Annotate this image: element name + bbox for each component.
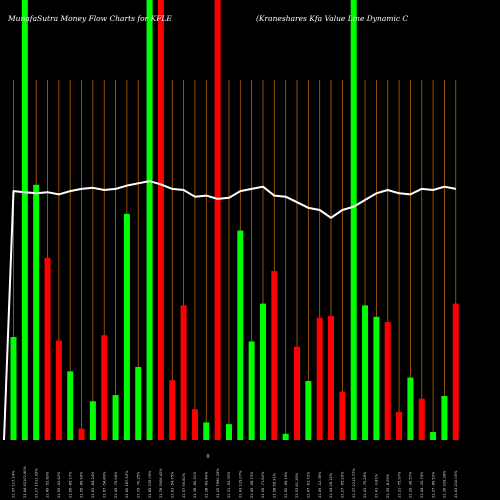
x-tick-label: 21.31 -75.97% (397, 471, 401, 498)
x-tick-label: 21.76 3906.42% (159, 468, 163, 498)
volume-bar (294, 346, 300, 440)
price-line (3, 180, 456, 441)
x-tick-label: 21.64 92102.60% (23, 465, 27, 498)
volume-bar (146, 0, 153, 440)
x-tick-label: 21.43 210.00% (454, 470, 458, 498)
zero-label: 0 (206, 454, 209, 460)
x-tick-label: 21.38 -69.40% (204, 471, 208, 498)
x-tick-labels: 21.97 117.14% 21.64 92102.60% 21.17 1011.0… (12, 465, 458, 498)
x-tick-label: 21.49 -79.64% (114, 471, 118, 498)
x-tick-label: 21.35 -8.09% (386, 473, 390, 498)
x-tick-label: 21.38 -60.31% (193, 471, 197, 498)
x-tick-label: 21.53 41.26% (295, 472, 299, 498)
x-tick-label: 21.43 -79.26% (363, 471, 367, 498)
x-tick-label: 21.44 -35.74% (420, 471, 424, 498)
volume-bar (67, 371, 74, 440)
volume-bar (396, 411, 403, 440)
x-tick-label: 21.34 28.12% (329, 472, 333, 498)
volume-bar (203, 422, 210, 440)
volume-bar (55, 340, 62, 440)
x-tick-label: 21.57 95.82% (182, 472, 186, 498)
volume-bar (112, 395, 119, 440)
x-tick-label: 21.31 -92.30% (227, 471, 231, 498)
x-tick-label: 21.41 -3.81% (375, 473, 379, 498)
volume-bar (373, 316, 380, 440)
volume-bar (33, 184, 40, 440)
volume-bar (10, 337, 17, 440)
volume-bar (430, 432, 437, 440)
x-tick-label: 21.97 117.14% (12, 470, 16, 498)
volume-bar (248, 341, 255, 440)
x-tick-label: 21.47 -61.72% (307, 471, 311, 498)
volume-bar (441, 396, 448, 440)
x-tick-label: 21.49 -52.83% (46, 471, 50, 498)
chart-title: MunafaSutra Money Flow Charts for KFLE (7, 14, 172, 23)
volume-bar (305, 381, 312, 440)
x-tick-label: 21.37 2213.77% (352, 468, 356, 498)
volume-bar (78, 428, 85, 440)
x-tick-label: 21.27 -65.29% (341, 471, 345, 498)
volume-bar (180, 305, 187, 440)
volume-bar (123, 213, 130, 440)
x-tick-label: 21.36 329.38% (443, 470, 447, 498)
volume-bar (316, 317, 323, 440)
volume-bars (10, 0, 459, 440)
price-line-group (3, 180, 456, 441)
x-tick-label: 21.67 -54.49% (102, 471, 106, 498)
volume-bar (384, 322, 391, 440)
volume-bar (452, 303, 459, 440)
x-tick-label: 21.17 1011.05% (34, 468, 38, 498)
x-tick-label: 21.39 -36.57% (409, 471, 413, 498)
x-tick-label: 21.50 -95.16% (284, 471, 288, 498)
volume-bar (89, 401, 96, 440)
chart-subtitle: (Kraneshares Kfa Value Line Dynamic C (256, 14, 408, 23)
volume-bar (271, 271, 278, 440)
x-tick-label: 21.29 7560.29% (216, 468, 220, 498)
volume-bar (237, 230, 244, 440)
x-tick-label: 21.59 -62.42% (57, 471, 61, 498)
volume-bar (157, 0, 164, 440)
x-tick-label: 21.85 339.05% (148, 470, 152, 498)
x-tick-label: 21.58 56.31% (273, 472, 277, 498)
x-tick-label: 21.43 129.07% (239, 470, 243, 498)
x-tick-label: 21.60 187.52% (125, 470, 129, 498)
volume-bar (339, 391, 346, 440)
volume-bar (362, 305, 369, 440)
x-tick-label: 21.62 -84.24% (91, 471, 95, 498)
x-tick-label: 21.79 -70.25% (136, 471, 140, 498)
volume-bar (418, 398, 425, 440)
volume-bar (225, 424, 232, 440)
volume-bar (191, 409, 198, 440)
x-tick-label: 21.37 -86.52% (431, 471, 435, 498)
x-tick-label: 21.45 -58.73% (250, 471, 254, 498)
volume-bar (101, 335, 108, 440)
volume-bar (350, 0, 357, 440)
volume-bar (214, 0, 221, 440)
x-tick-label: 21.66 -85.17% (68, 471, 72, 498)
x-tick-label: 21.55 -71.82% (261, 471, 265, 498)
volume-bar (407, 377, 414, 440)
volume-bar (259, 303, 266, 440)
x-tick-label: 21.49 -12.36% (318, 471, 322, 498)
volume-bar (328, 315, 335, 440)
volume-bar (44, 257, 51, 440)
volume-bar (21, 0, 28, 440)
volume-bar (169, 380, 176, 440)
x-tick-label: 21.63 -54.75% (170, 471, 174, 498)
volume-bar (282, 433, 289, 440)
x-tick-label: 21.55 -86.99% (80, 471, 84, 498)
volume-bar (135, 366, 142, 440)
